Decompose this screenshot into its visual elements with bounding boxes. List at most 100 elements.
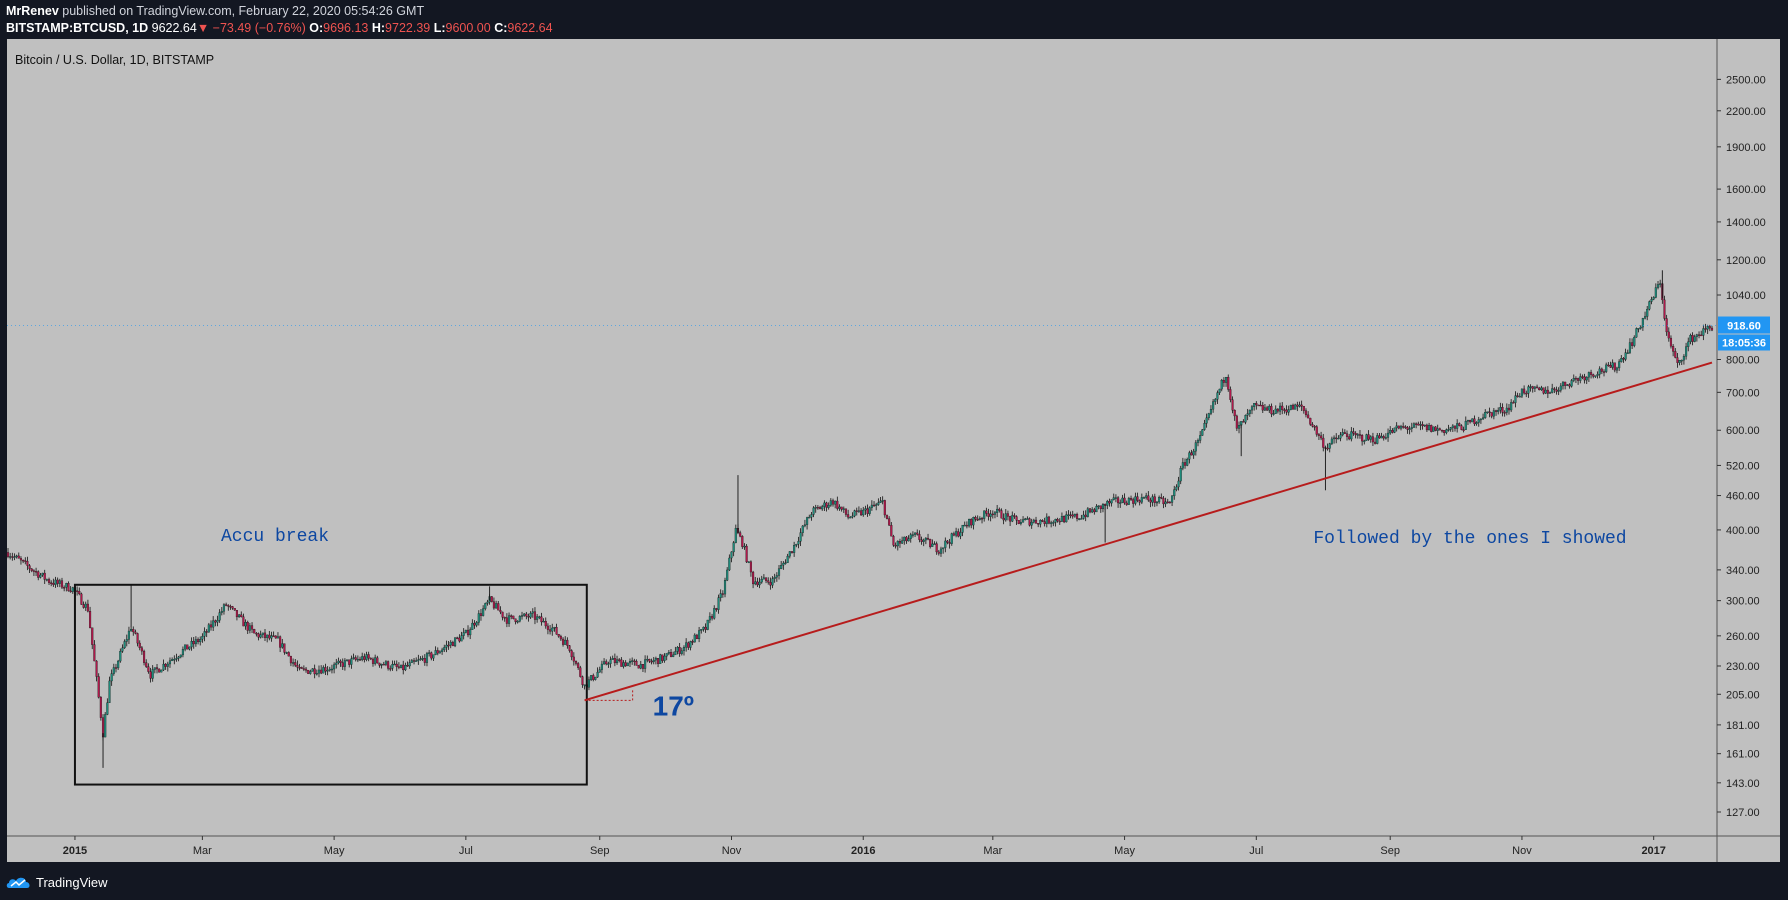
candle-body — [419, 658, 422, 661]
candle-body — [838, 506, 841, 509]
candle-body — [957, 531, 960, 537]
candle-body — [235, 610, 238, 618]
candle-body — [1529, 386, 1532, 388]
candle-body — [998, 508, 1001, 511]
candle-body — [1490, 412, 1493, 417]
candle-body — [1559, 385, 1562, 391]
candle-body — [1276, 408, 1279, 412]
y-tick-label: 181.00 — [1726, 720, 1760, 732]
candle-body — [358, 658, 362, 661]
candle-body — [138, 642, 141, 648]
candle-body — [946, 540, 949, 543]
candle-body — [1227, 376, 1230, 390]
candle-body — [639, 664, 642, 669]
candle-body — [212, 620, 215, 628]
y-tick-label: 800.00 — [1726, 355, 1760, 367]
candle-body — [313, 668, 316, 675]
y-tick-label: 1900.00 — [1726, 142, 1766, 154]
candle-body — [229, 606, 232, 608]
candle-body — [821, 506, 824, 510]
candle-body — [885, 514, 889, 519]
candle-body — [1073, 514, 1076, 517]
candle-body — [492, 601, 495, 609]
candle-body — [1194, 442, 1197, 452]
time-axis — [7, 836, 1780, 862]
open-value: 9696.13 — [323, 21, 369, 35]
candle-body — [261, 632, 264, 635]
candle-body — [97, 676, 100, 698]
candle-body — [1307, 414, 1310, 419]
candle-body — [201, 636, 204, 640]
candle-body — [1056, 518, 1059, 522]
candle-body — [1289, 404, 1292, 410]
candle-body — [1218, 388, 1221, 393]
candle-body — [635, 661, 638, 666]
close-value: 9622.64 — [507, 21, 553, 35]
chart-title: Bitcoin / U.S. Dollar, 1D, BITSTAMP — [15, 53, 214, 67]
candle-body — [78, 591, 81, 595]
candle-body — [1136, 496, 1139, 501]
candle-body — [270, 635, 273, 639]
candle-body — [987, 513, 990, 517]
publish-info: MrRenev published on TradingView.com, Fe… — [6, 4, 424, 18]
candle-body — [587, 679, 591, 688]
candle-body — [721, 593, 724, 595]
candle-body — [1708, 326, 1711, 329]
candle-body — [1300, 404, 1303, 407]
candle-body — [935, 543, 938, 553]
candle-body — [367, 654, 370, 659]
candle-body — [1047, 516, 1051, 524]
candle-body — [304, 668, 308, 671]
candle-body — [1175, 486, 1178, 490]
candle-body — [1272, 413, 1275, 415]
candle-body — [1145, 495, 1148, 498]
candle-body — [695, 634, 698, 640]
x-tick-label: 2017 — [1641, 845, 1665, 857]
candle-body — [1153, 496, 1156, 503]
candle-body — [1091, 509, 1094, 513]
candle-body — [300, 667, 303, 669]
candle-body — [1084, 514, 1087, 517]
candle-body — [162, 663, 165, 671]
candle-body — [296, 664, 299, 668]
candle-body — [844, 508, 848, 515]
candle-body — [615, 659, 619, 664]
candle-body — [1477, 419, 1480, 423]
candle-body — [1086, 508, 1089, 517]
candle-body — [121, 647, 124, 652]
y-tick-label: 340.00 — [1726, 565, 1760, 577]
candle-body — [294, 662, 297, 666]
candle-body — [1384, 437, 1387, 439]
candle-body — [1298, 404, 1301, 407]
candle-body — [1471, 418, 1474, 423]
candle-body — [1339, 434, 1342, 439]
candle-body — [477, 613, 480, 623]
tradingview-logo[interactable]: TradingView — [6, 872, 108, 892]
x-tick-label: Sep — [1380, 845, 1400, 857]
candle-body — [1285, 409, 1288, 413]
candle-body — [771, 578, 774, 586]
high-label: H: — [371, 21, 386, 35]
candle-body — [672, 654, 675, 657]
candle-body — [1026, 518, 1029, 520]
candle-body — [1205, 417, 1208, 424]
candle-body — [1456, 423, 1459, 429]
candle-body — [1507, 407, 1511, 411]
candle-body — [1192, 450, 1195, 456]
candle-body — [259, 634, 262, 638]
author-name[interactable]: MrRenev — [6, 4, 59, 18]
candle-body — [1248, 409, 1251, 414]
candle-body — [112, 667, 115, 674]
candle-body — [1561, 381, 1565, 387]
close-label: C: — [494, 21, 508, 35]
candle-body — [784, 562, 787, 564]
candle-body — [397, 666, 400, 668]
candle-body — [1568, 384, 1571, 387]
candle-body — [911, 534, 914, 536]
candle-body — [693, 634, 696, 643]
candle-body — [1689, 334, 1692, 343]
candle-body — [1386, 432, 1390, 438]
candle-body — [898, 541, 902, 544]
candle-body — [702, 626, 705, 630]
